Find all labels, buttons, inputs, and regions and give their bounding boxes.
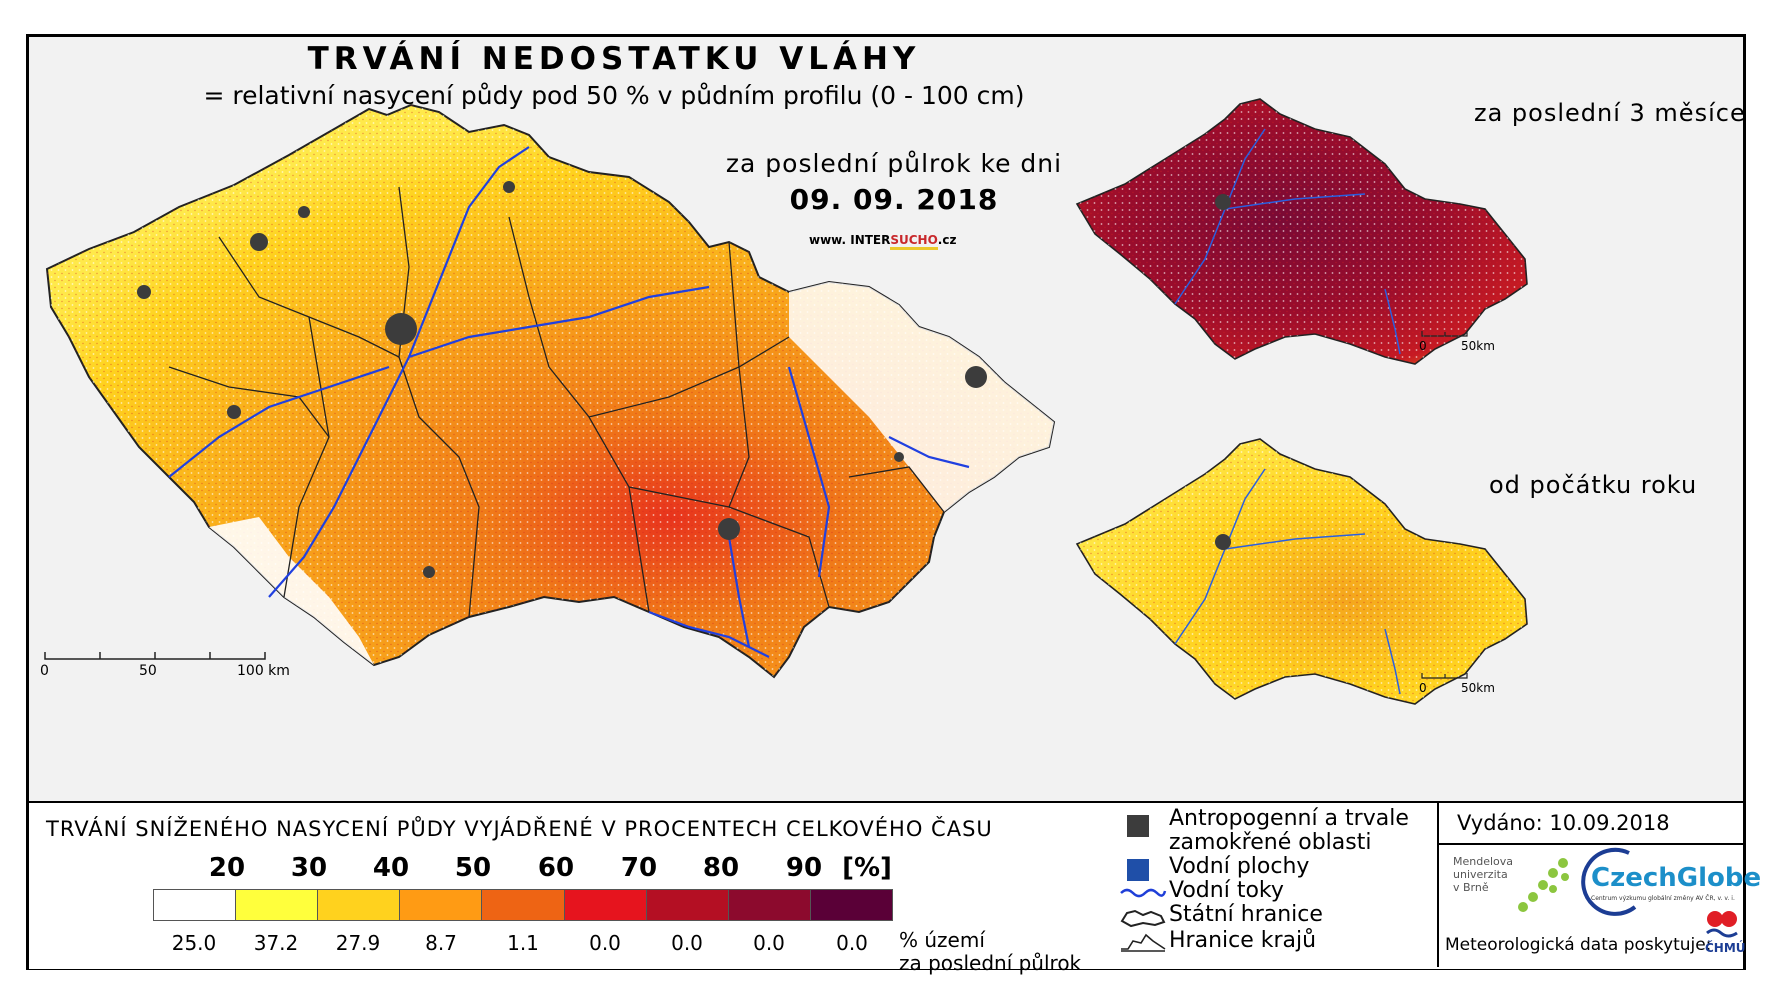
legend-swatch bbox=[728, 890, 811, 920]
issued-separator bbox=[1439, 843, 1743, 845]
main-date: 09. 09. 2018 bbox=[789, 183, 999, 216]
czechglobe-swoosh-icon bbox=[1581, 847, 1637, 916]
low-deficit-area-east bbox=[789, 282, 1054, 512]
chmu-logo-icon bbox=[1706, 911, 1738, 938]
urban-areas bbox=[137, 181, 987, 578]
inset-3-months-scale-0: 0 bbox=[1419, 339, 1427, 353]
legend-threshold: 60 bbox=[537, 853, 575, 883]
mendel-line3: v Brně bbox=[1453, 881, 1489, 894]
legend-swatch bbox=[318, 890, 401, 920]
inset-year-label: od počátku roku bbox=[1489, 471, 1698, 499]
inset-year-speckle bbox=[1077, 439, 1527, 704]
legend-anthropogenic-line2: zamokřené oblasti bbox=[1169, 830, 1372, 855]
mendel-university-logo: Mendelova univerzita v Brně bbox=[1453, 855, 1513, 894]
inset-3-months-scale-bar bbox=[1421, 331, 1468, 337]
region-border-icon bbox=[1121, 933, 1166, 952]
website-link[interactable]: www. INTERSUCHO.cz bbox=[809, 233, 956, 250]
legend-percent-label-line1: % území bbox=[899, 928, 985, 952]
mendel-line1: Mendelova bbox=[1453, 855, 1514, 868]
legend-percent: 0.0 bbox=[589, 931, 621, 955]
inset-year-prague bbox=[1215, 534, 1231, 550]
rivers bbox=[168, 146, 970, 658]
legend-threshold: 40 bbox=[372, 853, 410, 883]
legend-percent: 8.7 bbox=[425, 931, 457, 955]
legend-threshold: 50 bbox=[454, 853, 492, 883]
czechglobe-logo: CzechGlobe bbox=[1591, 863, 1762, 893]
map-subtitle: = relativní nasycení půdy pod 50 % v půd… bbox=[203, 81, 1025, 110]
legend-panel: TRVÁNÍ SNÍŽENÉHO NASYCENÍ PŮDY VYJÁDŘENÉ… bbox=[29, 801, 1761, 975]
legend-percent-label: % území za poslední půlrok bbox=[899, 929, 1081, 975]
inset-3-months-map bbox=[1075, 98, 1528, 365]
inset-year-map bbox=[1075, 438, 1528, 705]
legend-anthropogenic-line1: Antropogenní a trvale bbox=[1169, 806, 1409, 831]
legend-rivers: Vodní toky bbox=[1169, 878, 1284, 903]
issued-date: Vydáno: 10.09.2018 bbox=[1457, 811, 1670, 835]
map-title: TRVÁNÍ NEDOSTATKU VLÁHY bbox=[307, 41, 921, 77]
map-area: TRVÁNÍ NEDOSTATKU VLÁHY = relativní nasy… bbox=[29, 37, 1746, 801]
main-map bbox=[44, 103, 1056, 679]
legend-percent: 1.1 bbox=[507, 931, 539, 955]
legend-region-border: Hranice krajů bbox=[1169, 928, 1317, 953]
inset-year-scale-0: 0 bbox=[1419, 681, 1427, 695]
inset-3-months-speckle bbox=[1077, 99, 1527, 364]
legend-color-bar bbox=[153, 889, 893, 921]
legend-threshold: 30 bbox=[290, 853, 328, 883]
inset-3-months-scale-50: 50km bbox=[1461, 339, 1495, 353]
website-suffix: .cz bbox=[937, 233, 957, 247]
inset-3-months-prague bbox=[1215, 194, 1231, 210]
legend-swatch bbox=[564, 890, 647, 920]
inset-year-scale-bar bbox=[1421, 673, 1468, 679]
main-period-label: za poslední půlrok ke dni bbox=[725, 149, 1063, 178]
legend-threshold: 20 bbox=[208, 853, 246, 883]
main-scale-100: 100 km bbox=[237, 663, 290, 679]
inset-3-months-label: za poslední 3 měsíce bbox=[1474, 99, 1746, 127]
legend-unit: [%] bbox=[842, 853, 892, 883]
legend-swatch bbox=[646, 890, 729, 920]
legend-swatch bbox=[154, 890, 237, 920]
legend-percent: 0.0 bbox=[753, 931, 785, 955]
water-bodies-swatch bbox=[1127, 859, 1149, 881]
czechglobe-subtitle: Centrum výzkumu globální změny AV ČR, v.… bbox=[1591, 895, 1735, 902]
mendel-dots-icon bbox=[1518, 858, 1569, 912]
legend-swatch bbox=[810, 890, 892, 920]
legend-separator bbox=[1437, 803, 1439, 967]
legend-percent: 25.0 bbox=[171, 931, 217, 955]
legend-swatch bbox=[236, 890, 319, 920]
legend-percent: 27.9 bbox=[335, 931, 381, 955]
legend-threshold: 70 bbox=[620, 853, 658, 883]
legend-threshold: 80 bbox=[702, 853, 740, 883]
main-scale-bar bbox=[44, 652, 266, 660]
river-line-icon bbox=[1120, 888, 1167, 898]
legend-threshold: 90 bbox=[785, 853, 823, 883]
meteo-provider-label: Meteorologická data poskytuje: bbox=[1445, 935, 1712, 955]
mendel-line2: univerzita bbox=[1453, 868, 1508, 881]
legend-state-border: Státní hranice bbox=[1169, 902, 1323, 927]
low-deficit-area-southwest bbox=[209, 517, 374, 665]
state-border-icon bbox=[1120, 909, 1166, 928]
website-accent: SUCHO bbox=[890, 233, 938, 250]
anthropogenic-swatch bbox=[1127, 815, 1149, 837]
chmu-logo-text: ČHMÚ bbox=[1705, 941, 1746, 955]
main-scale-0: 0 bbox=[40, 663, 49, 679]
legend-title: TRVÁNÍ SNÍŽENÉHO NASYCENÍ PŮDY VYJÁDŘENÉ… bbox=[46, 817, 993, 841]
legend-percent: 37.2 bbox=[253, 931, 299, 955]
legend-percent: 0.0 bbox=[671, 931, 703, 955]
map-frame: TRVÁNÍ NEDOSTATKU VLÁHY = relativní nasy… bbox=[26, 34, 1761, 975]
legend-percent: 0.0 bbox=[836, 931, 868, 955]
legend-water-bodies: Vodní plochy bbox=[1169, 854, 1310, 879]
legend-percent-label-line2: za poslední půlrok bbox=[899, 951, 1082, 975]
legend-swatch bbox=[482, 890, 565, 920]
website-prefix: www. INTER bbox=[809, 233, 891, 247]
main-scale-50: 50 bbox=[139, 663, 157, 679]
legend-swatch bbox=[400, 890, 483, 920]
inset-year-scale-50: 50km bbox=[1461, 681, 1495, 695]
